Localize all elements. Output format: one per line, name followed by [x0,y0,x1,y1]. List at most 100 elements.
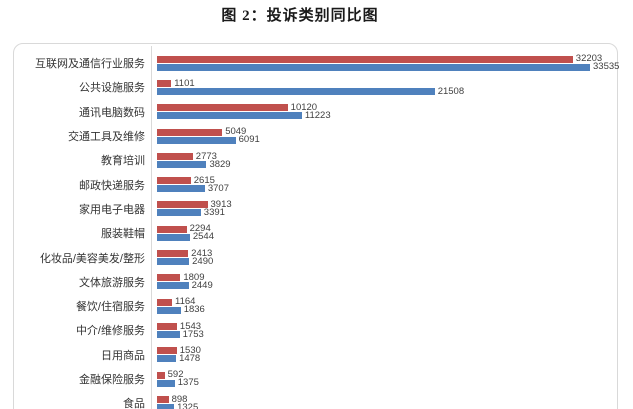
blue-bar-value: 1478 [179,352,201,364]
category-label: 金融保险服务 [79,374,145,386]
red-bar-value: 10120 [290,101,318,113]
bar-row: 文体旅游服务 1809 2449 [14,270,617,294]
bar-group: 2615 3707 [154,174,617,194]
blue-bar [157,330,180,338]
blue-bar-value: 1753 [182,328,204,340]
blue-bar [157,282,189,290]
bar-rows: 互联网及通信行业服务 32203 33535 公共设施服务 1101 21508 [14,51,620,409]
bar-group: 2773 3829 [154,150,617,170]
blue-bar-value: 1375 [177,377,199,389]
bar-group: 3913 3391 [154,200,617,219]
bar-row: 中介/维修服务 1543 1753 [14,318,617,342]
category-label: 教育培训 [101,155,145,168]
red-bar-value: 5049 [225,126,247,138]
category-label: 餐饮/住宿服务 [75,301,145,314]
category-label: 公共设施服务 [79,82,145,95]
y-axis-line [151,46,152,409]
blue-bar [157,185,205,193]
blue-bar [157,209,201,217]
bar-group: 2294 2544 [154,223,617,243]
blue-bar [157,160,207,168]
blue-bar-value: 2490 [192,255,214,267]
red-bar-value: 2773 [195,150,217,162]
blue-bar-value: 2544 [192,231,214,243]
bar-row: 公共设施服务 1101 21508 [14,75,617,99]
blue-bar-value: 1836 [183,304,205,316]
category-label: 家用电子电器 [79,203,145,216]
red-bar-value: 1164 [175,296,196,308]
bar-row: 餐饮/住宿服务 1164 1836 [14,294,617,318]
category-label: 交通工具及维修 [68,131,145,144]
category-label: 通讯电脑数码 [79,106,145,119]
bar-row: 交通工具及维修 5049 6091 [14,124,617,148]
blue-bar-value: 33535 [593,61,620,73]
blue-bar [157,233,190,241]
chart-panel: 互联网及通信行业服务 32203 33535 公共设施服务 1101 21508 [13,43,620,409]
bar-row: 互联网及通信行业服务 32203 33535 [14,51,620,75]
bar-group: 898 1325 [154,395,617,409]
bar-group: 10120 11223 [154,101,617,121]
red-bar-value: 2294 [189,223,211,235]
category-label: 文体旅游服务 [79,276,145,289]
blue-bar [157,403,175,409]
red-bar [157,225,187,233]
red-bar [157,298,173,306]
red-bar [157,55,573,63]
blue-bar [157,258,190,266]
blue-bar-value: 2449 [191,280,213,292]
bar-row: 通讯电脑数码 10120 11223 [14,100,617,124]
category-label: 服装鞋帽 [101,228,145,241]
red-bar [157,152,193,160]
blue-bar-value: 3391 [203,207,225,219]
category-label: 中介/维修服务 [75,325,145,338]
category-label: 食品 [123,398,145,409]
red-bar [157,201,208,209]
category-label: 日用商品 [101,349,145,362]
red-bar-value: 32203 [575,53,603,65]
blue-bar-value: 3829 [209,158,231,170]
red-bar [157,128,223,136]
red-bar [157,371,165,379]
blue-bar-value: 11223 [304,109,331,121]
category-label: 互联网及通信行业服务 [35,58,145,71]
bar-row: 家用电子电器 3913 3391 [14,197,617,221]
red-bar [157,177,191,185]
blue-bar [157,112,302,120]
blue-bar [157,355,177,363]
red-bar-value: 592 [167,369,184,381]
bar-group: 1101 21508 [154,77,617,97]
red-bar [157,322,177,330]
red-bar [157,79,172,87]
red-bar [157,274,181,282]
blue-bar-value: 6091 [238,134,260,146]
bar-group: 5049 6091 [154,126,617,146]
red-bar [157,395,169,403]
blue-bar-value: 21508 [437,85,465,97]
red-bar-value: 2413 [191,247,213,259]
bar-row: 食品 898 1325 [14,391,617,409]
blue-bar [157,63,590,71]
blue-bar-value: 1325 [177,401,199,409]
red-bar-value: 1101 [174,77,195,89]
bar-row: 金融保险服务 592 1375 [14,367,617,391]
blue-bar-value: 3707 [207,182,229,194]
bar-row: 教育培训 2773 3829 [14,148,617,172]
category-label: 化妆品/美容美发/整形 [39,252,145,265]
bar-group: 32203 33535 [154,53,620,73]
bar-group: 1543 1753 [154,322,617,340]
bar-row: 化妆品/美容美发/整形 2413 2490 [14,245,617,269]
blue-bar [157,306,181,314]
red-bar [157,347,177,355]
bar-group: 592 1375 [154,369,617,389]
red-bar [157,250,189,258]
blue-bar [157,136,236,144]
bar-group: 1164 1836 [154,296,617,316]
chart-title: 图 2：投诉类别同比图 [221,8,379,24]
blue-bar [157,379,175,387]
bar-row: 服装鞋帽 2294 2544 [14,221,617,245]
red-bar-value: 2615 [193,174,215,186]
red-bar-value: 1530 [179,344,201,356]
bar-group: 2413 2490 [154,247,617,267]
category-label: 邮政快递服务 [79,179,145,192]
